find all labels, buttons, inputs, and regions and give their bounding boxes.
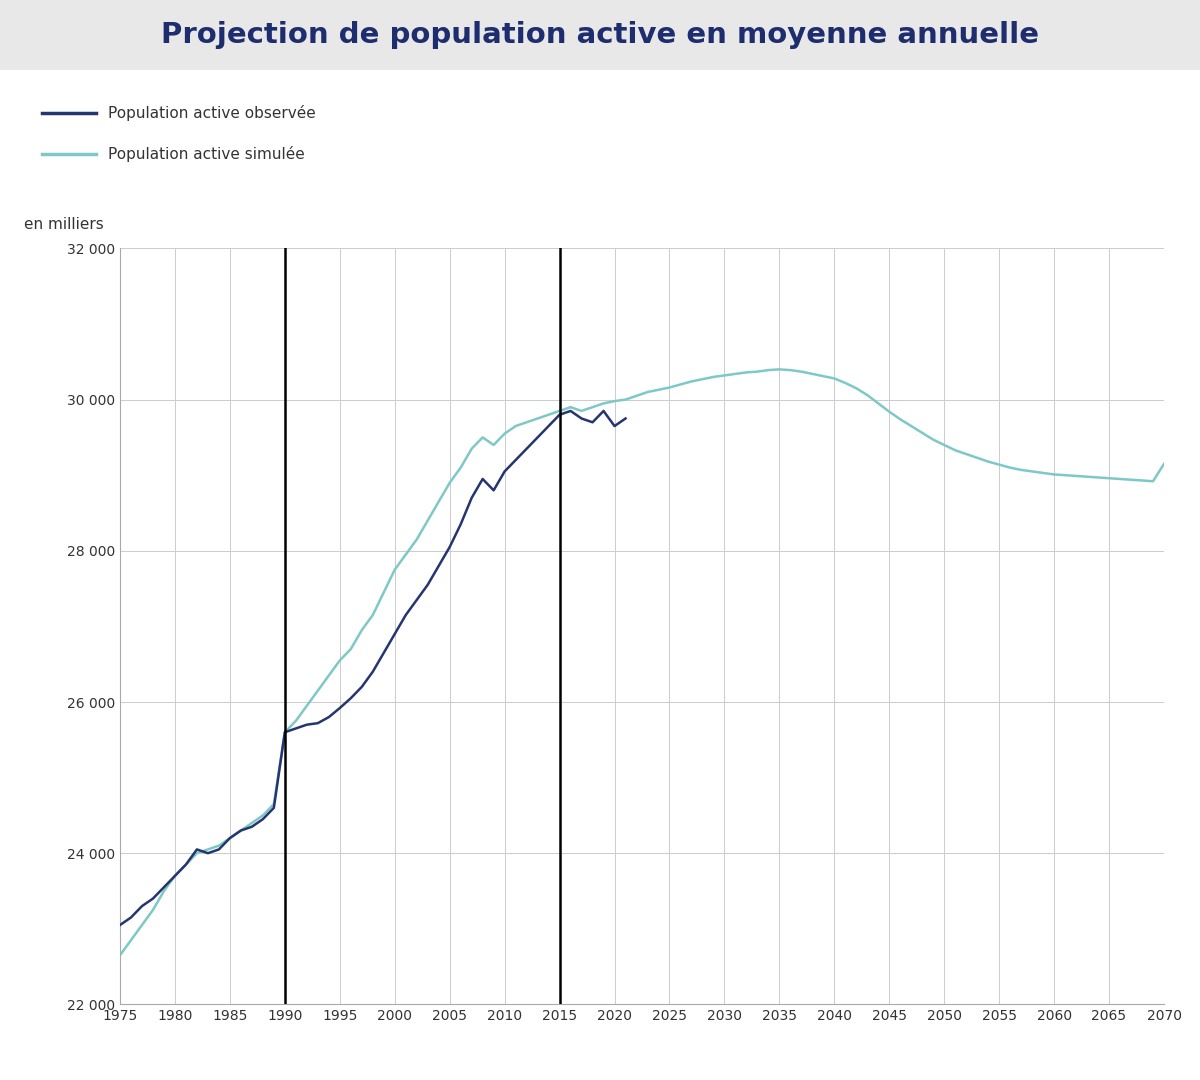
Text: Population active simulée: Population active simulée <box>108 147 305 162</box>
Text: en milliers: en milliers <box>24 217 103 232</box>
Text: Projection de population active en moyenne annuelle: Projection de population active en moyen… <box>161 22 1039 49</box>
Text: Population active observée: Population active observée <box>108 106 316 121</box>
